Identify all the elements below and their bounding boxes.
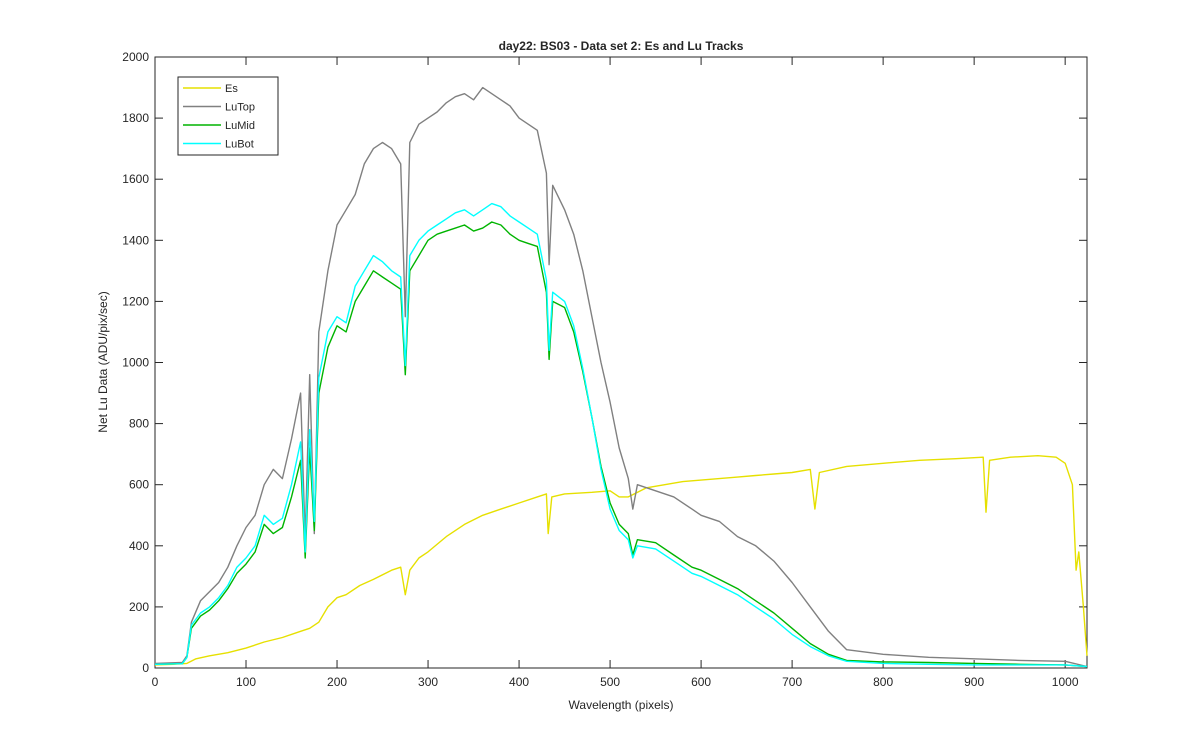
series-line-es <box>154 455 1088 666</box>
legend-label-lutop: LuTop <box>225 102 255 114</box>
x-tick-label: 500 <box>600 675 620 689</box>
y-tick-label: 800 <box>129 417 149 431</box>
x-tick-label: 600 <box>691 675 711 689</box>
x-axis-label: Wavelength (pixels) <box>569 698 674 712</box>
x-tick-label: 700 <box>782 675 802 689</box>
legend-label-lumid: LuMid <box>225 120 255 132</box>
y-tick-label: 400 <box>129 539 149 553</box>
legend-label-lubot: LuBot <box>225 139 254 151</box>
y-tick-label: 1600 <box>122 172 149 186</box>
y-tick-label: 200 <box>129 600 149 614</box>
x-tick-label: 0 <box>152 675 159 689</box>
y-tick-label: 1200 <box>122 294 149 308</box>
y-tick-label: 1000 <box>122 356 149 370</box>
plot-area <box>154 56 1088 669</box>
legend-box <box>177 76 279 156</box>
x-tick-label: 200 <box>327 675 347 689</box>
x-tick-label: 300 <box>418 675 438 689</box>
legend-label-es: Es <box>225 83 238 95</box>
series-line-lumid <box>154 221 1088 668</box>
y-tick-label: 600 <box>129 478 149 492</box>
y-tick-label: 0 <box>142 661 149 675</box>
x-tick-label: 800 <box>873 675 893 689</box>
legend: Es LuTop LuMid LuBot <box>177 76 279 156</box>
x-tick-label: 400 <box>509 675 529 689</box>
y-tick-label: 2000 <box>122 50 149 64</box>
axis-ticks: 0 100 200 300 400 500 600 700 800 900 1000 0 200 400 6… <box>122 50 1087 689</box>
y-tick-label: 1800 <box>122 111 149 125</box>
x-tick-label: 1000 <box>1052 675 1079 689</box>
chart-title: day22: BS03 - Data set 2: Es and Lu Trac… <box>499 39 744 53</box>
x-tick-label: 900 <box>964 675 984 689</box>
x-tick-label: 100 <box>236 675 256 689</box>
series-line-lubot <box>154 202 1088 668</box>
series-group <box>154 86 1088 668</box>
y-axis-label: Net Lu Data (ADU/pix/sec) <box>96 291 110 432</box>
series-line-lutop <box>154 86 1088 668</box>
y-tick-label: 1400 <box>122 233 149 247</box>
